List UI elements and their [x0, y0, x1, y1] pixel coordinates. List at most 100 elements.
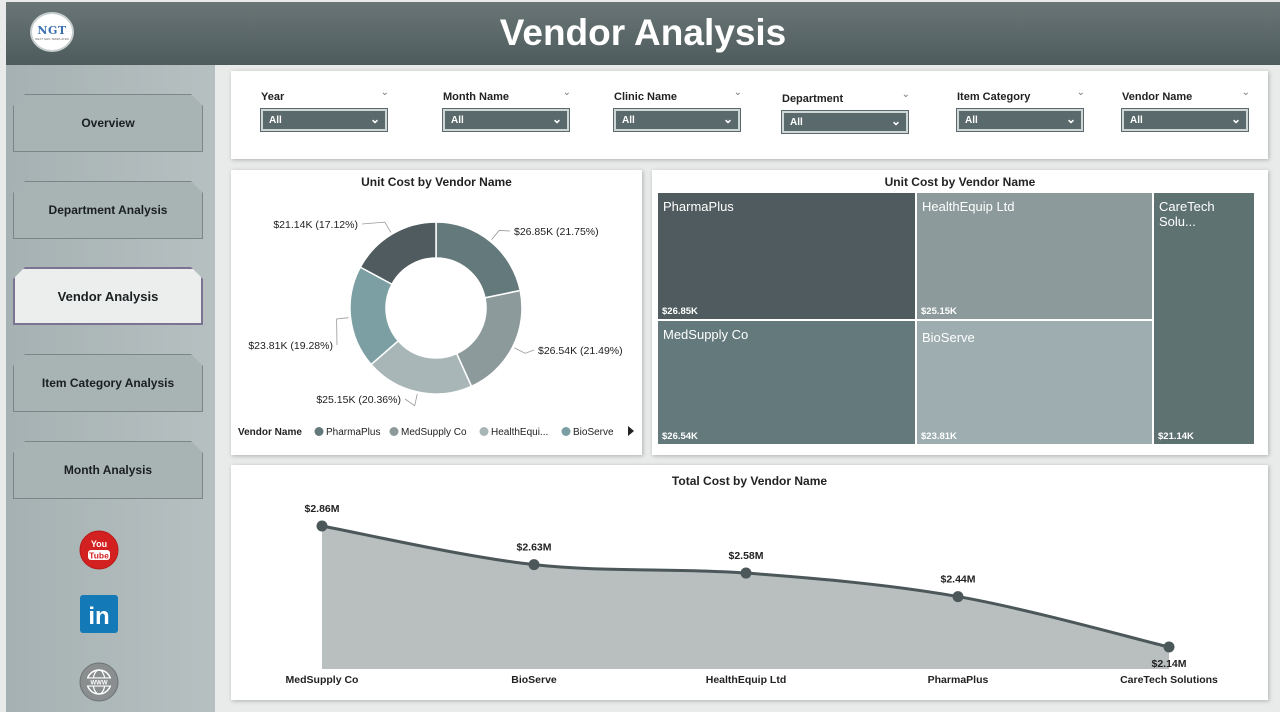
svg-text:You: You — [91, 539, 107, 549]
chevron-down-icon: ⌄ — [890, 114, 901, 128]
donut-leader-line — [361, 221, 392, 233]
chevron-down-icon[interactable]: ⌄ — [901, 89, 910, 100]
legend-marker — [561, 427, 571, 436]
legend-marker — [479, 427, 489, 436]
svg-text:Tube: Tube — [89, 551, 109, 561]
nav-overview-button[interactable]: Overview — [13, 94, 203, 152]
tile-value: $25.15K — [921, 306, 957, 317]
treemap-tile-medsupply[interactable]: MedSupply Co $26.54K — [658, 321, 915, 444]
tile-value: $21.14K — [1158, 431, 1194, 442]
chevron-down-icon: ⌄ — [722, 112, 733, 126]
header-bar: NGT NEXT GEN TEMPLATES Vendor Analysis — [6, 2, 1280, 65]
chevron-down-icon[interactable]: ⌄ — [380, 87, 389, 98]
tile-value: $26.54K — [662, 431, 698, 442]
tile-value: $26.85K — [662, 306, 698, 317]
donut-slice[interactable] — [455, 289, 523, 388]
logo-text: NGT — [37, 23, 67, 37]
data-point[interactable] — [740, 567, 752, 579]
filter-label: Vendor Name — [1122, 91, 1193, 103]
area-fill — [322, 526, 1169, 669]
donut-slice[interactable] — [359, 221, 437, 286]
tile-label: MedSupply Co — [663, 327, 749, 342]
svg-text:in: in — [88, 603, 109, 630]
chevron-down-icon: ⌄ — [1230, 112, 1241, 126]
treemap-tile-bioserve[interactable]: BioServe $23.81K — [917, 321, 1152, 444]
data-label: $2.86M — [304, 503, 339, 515]
filter-year: Year ⌄ All ⌄ — [260, 87, 391, 132]
data-point[interactable] — [1163, 641, 1175, 653]
tile-label: CareTech Solu... — [1159, 199, 1215, 229]
vendor-name-dropdown[interactable]: All ⌄ — [1121, 108, 1249, 132]
x-tick-label: PharmaPlus — [928, 674, 989, 686]
area-chart-card: Total Cost by Vendor Name $2.86M MedSuppl… — [231, 465, 1268, 700]
filter-panel: Year ⌄ All ⌄ Month Name ⌄ All ⌄ Clinic Name ⌄… — [231, 71, 1268, 159]
data-point[interactable] — [952, 591, 964, 603]
nav-item-category-analysis-button[interactable]: Item Category Analysis — [13, 354, 203, 412]
treemap-tile-pharmaplus[interactable]: PharmaPlus $26.85K — [658, 193, 915, 319]
tile-value: $23.81K — [921, 431, 957, 442]
company-logo[interactable]: NGT NEXT GEN TEMPLATES — [30, 12, 74, 52]
tile-label: PharmaPlus — [663, 199, 734, 214]
filter-label: Year — [261, 91, 285, 103]
data-label: $2.58M — [728, 550, 763, 562]
department-dropdown[interactable]: All ⌄ — [781, 110, 909, 134]
donut-data-label: $23.81K (19.28%) — [248, 340, 333, 352]
donut-leader-line — [336, 317, 349, 346]
tile-label: BioServe — [922, 330, 975, 345]
chevron-down-icon[interactable]: ⌄ — [733, 87, 742, 98]
legend-item[interactable]: PharmaPlus — [326, 427, 380, 438]
filter-label: Department — [782, 93, 844, 105]
globe-icon[interactable]: WWW — [79, 662, 119, 702]
page-title: Vendor Analysis — [499, 12, 787, 53]
year-dropdown[interactable]: All ⌄ — [260, 108, 388, 132]
chevron-down-icon[interactable]: ⌄ — [562, 87, 571, 98]
filter-vendor-name: Vendor Name ⌄ All ⌄ — [1121, 87, 1252, 132]
donut-leader-line — [491, 230, 511, 240]
logo-subtext: NEXT GEN TEMPLATES — [35, 36, 69, 41]
donut-slice[interactable] — [435, 221, 522, 299]
treemap-tile-healthequip[interactable]: HealthEquip Ltd $25.15K — [917, 193, 1152, 319]
nav-month-analysis-button[interactable]: Month Analysis — [13, 441, 203, 499]
data-label: $2.63M — [516, 542, 551, 554]
area-chart-title: Total Cost by Vendor Name — [671, 474, 828, 488]
svg-text:WWW: WWW — [91, 681, 108, 687]
month-name-dropdown[interactable]: All ⌄ — [442, 108, 570, 132]
data-point[interactable] — [316, 520, 328, 532]
filter-label: Item Category — [957, 91, 1031, 103]
donut-data-label: $26.85K (21.75%) — [514, 226, 599, 238]
legend-item[interactable]: BioServe — [573, 427, 614, 438]
chevron-down-icon[interactable]: ⌄ — [1076, 87, 1085, 98]
item-category-dropdown[interactable]: All ⌄ — [956, 108, 1084, 132]
data-label: $2.44M — [940, 574, 975, 586]
tile-label: HealthEquip Ltd — [922, 199, 1015, 214]
area-chart: $2.86M MedSupply Co $2.63M BioServe $2.58M He… — [286, 503, 1219, 686]
clinic-name-dropdown[interactable]: All ⌄ — [613, 108, 741, 132]
nav-vendor-analysis-button[interactable]: Vendor Analysis — [13, 267, 203, 325]
filter-label: Clinic Name — [614, 91, 677, 103]
donut-leader-line — [514, 347, 535, 354]
treemap-card: Unit Cost by Vendor Name PharmaPlus $26.… — [652, 170, 1268, 455]
x-tick-label: BioServe — [511, 674, 557, 686]
chevron-down-icon[interactable]: ⌄ — [1241, 87, 1250, 98]
donut-chart-card: Unit Cost by Vendor Name $26.85K (21.75%… — [231, 170, 642, 455]
filter-clinic-name: Clinic Name ⌄ All ⌄ — [613, 87, 744, 132]
treemap-tile-caretech[interactable]: CareTech Solu... $21.14K — [1154, 193, 1254, 444]
data-point[interactable] — [528, 559, 540, 571]
nav-department-analysis-button[interactable]: Department Analysis — [13, 181, 203, 239]
chevron-down-icon: ⌄ — [1065, 112, 1076, 126]
donut-leader-line — [404, 393, 418, 407]
treemap-title: Unit Cost by Vendor Name — [884, 175, 1036, 189]
legend-title: Vendor Name — [238, 427, 302, 438]
filter-item-category: Item Category ⌄ All ⌄ — [956, 87, 1087, 132]
filter-label: Month Name — [443, 91, 509, 103]
legend-marker — [389, 427, 399, 436]
filter-department: Department ⌄ All ⌄ — [781, 89, 912, 134]
donut-data-label: $25.15K (20.36%) — [316, 394, 401, 406]
legend-item[interactable]: MedSupply Co — [401, 427, 467, 438]
donut-data-label: $26.54K (21.49%) — [538, 345, 623, 357]
legend-next-arrow-icon[interactable] — [628, 426, 634, 436]
donut-chart: $26.85K (21.75%) $26.54K (21.49%) $25.15K … — [238, 219, 634, 438]
legend-item[interactable]: HealthEqui... — [491, 427, 548, 438]
linkedin-icon[interactable]: in — [79, 594, 119, 634]
youtube-icon[interactable]: You Tube — [79, 530, 119, 570]
